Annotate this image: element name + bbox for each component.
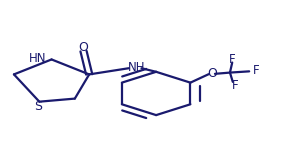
Text: O: O [79,41,89,54]
Text: F: F [253,64,260,77]
Text: S: S [34,100,42,113]
Text: HN: HN [29,52,47,65]
Text: F: F [232,79,238,92]
Text: NH: NH [128,61,145,74]
Text: O: O [207,67,217,80]
Text: F: F [229,53,235,66]
